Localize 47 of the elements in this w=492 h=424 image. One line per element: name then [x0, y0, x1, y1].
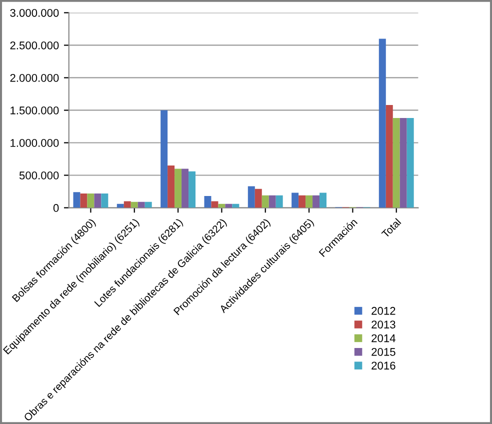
bar: [225, 204, 232, 208]
bar: [312, 195, 320, 208]
y-tick-label: 1.500.000: [10, 106, 59, 114]
bar: [144, 202, 152, 208]
bar: [211, 201, 218, 208]
bar: [254, 188, 262, 208]
y-tick-label: 2.000.000: [10, 74, 59, 82]
y-tick-label: 500.000: [19, 172, 59, 180]
y-tick-label: 0: [53, 204, 59, 212]
bar: [130, 202, 138, 208]
bar: [298, 195, 306, 208]
bar: [262, 195, 269, 208]
legend-label: 2016: [372, 362, 396, 370]
bar: [400, 118, 407, 208]
bar: [138, 202, 145, 208]
legend-label: 2015: [372, 348, 396, 356]
bar: [406, 118, 414, 208]
y-tick-label: 3.000.000: [10, 8, 59, 17]
bar: [232, 204, 240, 208]
y-tick-label: 2.500.000: [10, 41, 59, 50]
bar: [276, 195, 283, 208]
y-tick-label: 1.000.000: [10, 139, 59, 147]
bar: [292, 192, 299, 208]
bar: [73, 192, 80, 208]
bar: [218, 204, 226, 208]
bar: [248, 186, 255, 208]
bar: [392, 118, 400, 208]
legend-label: 2014: [372, 334, 396, 342]
bar: [306, 195, 313, 208]
bar: [80, 193, 88, 208]
bar: [168, 166, 175, 208]
bar: [160, 110, 168, 208]
bar: [182, 168, 189, 208]
bar: [204, 196, 212, 208]
bar: [378, 38, 386, 208]
bar: [386, 105, 393, 208]
bar: [94, 193, 102, 208]
bar: [188, 171, 196, 208]
bar: [101, 193, 108, 208]
bar: [87, 193, 94, 208]
bar: [124, 201, 131, 208]
bar: [268, 195, 276, 208]
legend-label: 2013: [372, 320, 396, 328]
bar: [116, 204, 124, 208]
bar: [320, 192, 327, 208]
bar: [174, 168, 182, 208]
legend-label: 2012: [372, 306, 396, 315]
